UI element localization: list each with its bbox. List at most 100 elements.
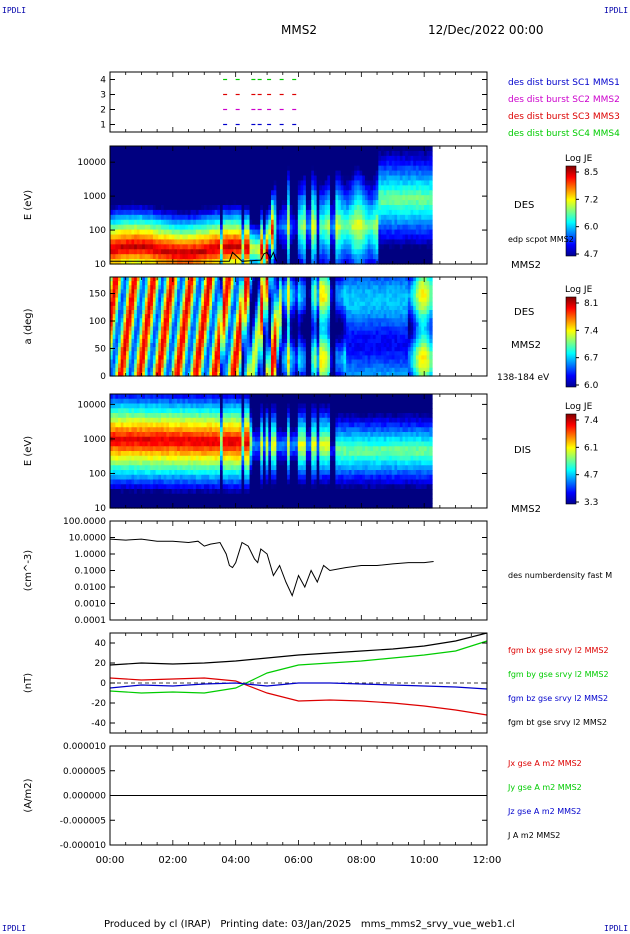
- spectrogram-cell: [112, 355, 116, 361]
- spectrogram-cell: [426, 224, 430, 231]
- spectrogram-cell: [359, 200, 363, 206]
- spectrogram-cell: [313, 205, 318, 211]
- spectrogram-cell: [118, 318, 122, 323]
- spectrogram-cell: [193, 338, 197, 344]
- spectrogram-cell: [383, 165, 388, 172]
- spectrogram-cell: [338, 165, 342, 172]
- spectrogram-cell: [364, 209, 369, 216]
- spectrogram-cell: [268, 155, 272, 162]
- spectrogram-cell: [262, 224, 267, 231]
- spectrogram-cell: [222, 347, 226, 352]
- spectrogram-cell: [418, 259, 422, 265]
- spectrogram-cell: [356, 146, 361, 152]
- spectrogram-cell: [171, 239, 176, 245]
- spectrogram-cell: [201, 285, 205, 290]
- spectrogram-cell: [262, 234, 267, 241]
- spectrogram-cell: [185, 190, 189, 196]
- spectrogram-cell: [343, 195, 347, 201]
- spectrogram-cell: [217, 180, 221, 186]
- spectrogram-cell: [415, 219, 420, 226]
- spectrogram-cell: [155, 234, 159, 241]
- spectrogram-cell: [246, 209, 251, 216]
- spectrogram-cell: [112, 254, 116, 260]
- spectrogram-cell: [169, 150, 173, 157]
- spectrogram-cell: [244, 170, 248, 177]
- spectrogram-cell: [187, 289, 192, 295]
- spectrogram-cell: [415, 150, 420, 157]
- spectrogram-cell: [193, 205, 197, 211]
- spectrogram-cell: [415, 244, 420, 250]
- spectrogram-cell: [262, 146, 267, 152]
- spectrogram-cell: [195, 224, 200, 231]
- spectrogram-cell: [118, 338, 122, 344]
- spectrogram-cell: [228, 285, 232, 290]
- spectrogram-cell: [327, 146, 331, 152]
- spectrogram-cell: [123, 359, 127, 365]
- spectrogram-cell: [246, 155, 251, 162]
- spectrogram-cell: [268, 165, 272, 172]
- spectrogram-cell: [407, 254, 412, 260]
- spectrogram-cell: [418, 165, 422, 172]
- spectrogram-cell: [112, 326, 116, 332]
- spectrogram-cell: [214, 209, 218, 216]
- spectrogram-cell: [152, 326, 157, 332]
- spectrogram-cell: [155, 180, 159, 186]
- spectrogram-cell: [195, 371, 200, 377]
- spectrogram-cell: [351, 175, 355, 182]
- spectrogram-cell: [426, 205, 430, 211]
- spectrogram-cell: [118, 219, 122, 226]
- spectrogram-cell: [214, 219, 218, 226]
- spectrogram-cell: [389, 165, 393, 172]
- spectrogram-cell: [217, 285, 221, 290]
- spectrogram-cell: [195, 322, 200, 328]
- spectrogram-cell: [330, 254, 334, 260]
- spectrogram-cell: [399, 214, 404, 221]
- spectrogram-cell: [152, 209, 157, 216]
- spectrogram-cell: [206, 224, 210, 231]
- spectrogram-cell: [150, 146, 154, 152]
- spectrogram-cell: [220, 249, 224, 255]
- spectrogram-cell: [244, 160, 248, 167]
- spectrogram-cell: [407, 190, 412, 196]
- spectrogram-cell: [305, 234, 310, 241]
- spectrogram-cell: [316, 190, 320, 196]
- spectrogram-cell: [311, 185, 315, 191]
- spectrogram-cell: [343, 244, 347, 250]
- spectrogram-cell: [158, 367, 162, 373]
- spectrogram-cell: [354, 180, 358, 186]
- spectrogram-cell: [335, 239, 339, 245]
- spectrogram-cell: [206, 301, 210, 307]
- spectrogram-cell: [338, 175, 342, 182]
- spectrogram-cell: [147, 175, 151, 182]
- spectrogram-cell: [209, 155, 213, 162]
- spectrogram-cell: [284, 155, 288, 162]
- spectrogram-cell: [391, 170, 396, 177]
- spectrogram-cell: [118, 359, 122, 365]
- spectrogram-cell: [123, 160, 127, 167]
- spectrogram-cell: [126, 219, 130, 226]
- spectrogram-cell: [158, 160, 162, 167]
- spectrogram-cell: [187, 277, 192, 282]
- spectrogram-cell: [158, 301, 162, 307]
- spectrogram-cell: [160, 170, 165, 177]
- spectrogram-cell: [330, 209, 334, 216]
- spectrogram-cell: [230, 160, 235, 167]
- spectrogram-cell: [346, 214, 350, 221]
- spectrogram-cell: [308, 190, 312, 196]
- spectrogram-cell: [311, 209, 315, 216]
- spectrogram-cell: [152, 322, 157, 328]
- spectrogram-cell: [238, 200, 243, 206]
- spectrogram-cell: [177, 371, 181, 377]
- spectrogram-cell: [260, 165, 264, 172]
- spectrogram-cell: [163, 180, 167, 186]
- spectrogram-cell: [262, 175, 267, 182]
- spectrogram-cell: [405, 180, 409, 186]
- spectrogram-cell: [150, 285, 154, 290]
- spectrogram-cell: [225, 330, 229, 336]
- spectrogram-cell: [241, 155, 245, 162]
- spectrogram-cell: [118, 254, 122, 260]
- spectrogram-cell: [182, 239, 186, 245]
- spectrogram-cell: [236, 180, 240, 186]
- spectrogram-cell: [305, 224, 310, 231]
- spectrogram-cell: [230, 200, 235, 206]
